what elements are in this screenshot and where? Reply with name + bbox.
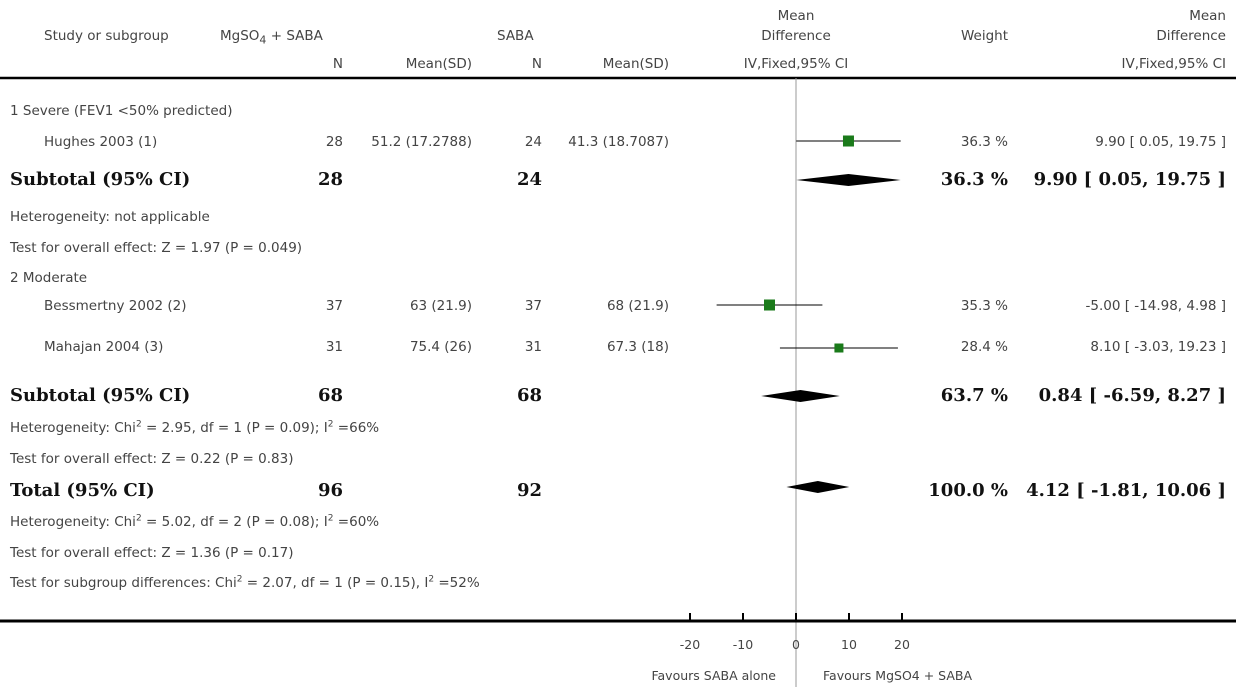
subgroup-title: 2 Moderate xyxy=(10,270,88,286)
header-n2: N xyxy=(531,56,542,72)
subtotal-n2: 24 xyxy=(516,169,542,190)
study-mean1: 75.4 (26) xyxy=(409,339,472,355)
het-mid: = 5.02, df = 2 (P = 0.08); I xyxy=(141,514,328,530)
study-ci: 8.10 [ -3.03, 19.23 ] xyxy=(1090,339,1226,355)
study-weight: 36.3 % xyxy=(960,134,1008,150)
study-point-marker xyxy=(842,135,854,147)
header-md2-mid: Difference xyxy=(1156,28,1226,44)
favours-right-label: Favours MgSO4 + SABA xyxy=(823,668,973,683)
study-mean2: 41.3 (18.7087) xyxy=(568,134,669,150)
header-group1-suffix: + SABA xyxy=(266,28,323,44)
het-sup: 2 xyxy=(327,419,334,430)
x-tick-label: -20 xyxy=(679,637,701,652)
het-sup: 2 xyxy=(135,513,142,524)
heterogeneity-text: Heterogeneity: Chi2 = 5.02, df = 2 (P = … xyxy=(10,514,379,530)
study-point-marker xyxy=(764,299,775,311)
study-n1: 37 xyxy=(325,298,343,314)
study-mean1: 51.2 (17.2788) xyxy=(371,134,472,150)
total-weight: 100.0 % xyxy=(928,480,1008,501)
study-ci: 9.90 [ 0.05, 19.75 ] xyxy=(1095,134,1226,150)
header-md-mid: Difference xyxy=(761,28,831,44)
subtotal-label: Subtotal (95% CI) xyxy=(10,385,191,406)
study-ci: -5.00 [ -14.98, 4.98 ] xyxy=(1085,298,1227,314)
header-md-top: Mean xyxy=(777,8,815,24)
heterogeneity-text: Heterogeneity: not applicable xyxy=(10,209,210,225)
sub-pre: Test for subgroup differences: Chi xyxy=(10,575,237,591)
study-point-marker xyxy=(834,343,844,353)
subtotal-ci: 9.90 [ 0.05, 19.75 ] xyxy=(1033,169,1226,190)
study-n1: 31 xyxy=(325,339,343,355)
subtotal-weight: 36.3 % xyxy=(940,169,1008,190)
study-mean2: 68 (21.9) xyxy=(606,298,669,314)
subtotal-ci: 0.84 [ -6.59, 8.27 ] xyxy=(1038,385,1226,406)
total-label: Total (95% CI) xyxy=(10,480,155,501)
study-n1: 28 xyxy=(325,134,343,150)
study-mean1: 63 (21.9) xyxy=(409,298,472,314)
total-n1: 96 xyxy=(317,480,343,501)
subgroup-differences-text: Test for subgroup differences: Chi2 = 2.… xyxy=(10,575,480,591)
het-pre: Heterogeneity: Chi xyxy=(10,514,136,530)
header-group1-sub: 4 xyxy=(259,33,267,47)
subtotal-n1: 68 xyxy=(317,385,343,406)
total-n2: 92 xyxy=(516,480,542,501)
total-ci: 4.12 [ -1.81, 10.06 ] xyxy=(1026,480,1226,501)
sub-sup: 2 xyxy=(236,574,243,585)
het-pre: Heterogeneity: Chi xyxy=(10,420,136,436)
x-tick-label: 20 xyxy=(894,637,910,652)
x-tick-label: -10 xyxy=(732,637,754,652)
x-tick-label: 0 xyxy=(792,637,800,652)
het-sup: 2 xyxy=(135,419,142,430)
header-mean1: Mean(SD) xyxy=(405,56,472,72)
het-sup: 2 xyxy=(327,513,334,524)
header-weight: Weight xyxy=(960,28,1008,44)
header-group1: MgSO4 + SABA xyxy=(220,28,323,47)
het-mid: = 2.95, df = 1 (P = 0.09); I xyxy=(141,420,328,436)
sub-mid: = 2.07, df = 1 (P = 0.15), I xyxy=(242,575,429,591)
summary-diamond xyxy=(786,481,850,493)
summary-diamond xyxy=(796,174,901,186)
study-name: Mahajan 2004 (3) xyxy=(44,339,164,355)
subgroup-title: 1 Severe (FEV1 <50% predicted) xyxy=(10,103,233,119)
study-name: Hughes 2003 (1) xyxy=(44,134,158,150)
subtotal-n1: 28 xyxy=(317,169,343,190)
study-weight: 28.4 % xyxy=(960,339,1008,355)
header-study: Study or subgroup xyxy=(44,28,169,44)
sub-sup: 2 xyxy=(428,574,435,585)
header-group1-label: MgSO xyxy=(220,28,260,44)
heterogeneity-text: Heterogeneity: Chi2 = 2.95, df = 1 (P = … xyxy=(10,420,379,436)
x-tick-label: 10 xyxy=(841,637,857,652)
study-weight: 35.3 % xyxy=(960,298,1008,314)
header-md2-method: IV,Fixed,95% CI xyxy=(1121,56,1227,72)
subtotal-n2: 68 xyxy=(516,385,542,406)
study-name: Bessmertny 2002 (2) xyxy=(44,298,187,314)
subtotal-label: Subtotal (95% CI) xyxy=(10,169,191,190)
header-md2-top: Mean xyxy=(1189,8,1226,24)
header-n1: N xyxy=(332,56,343,72)
overall-effect-text: Test for overall effect: Z = 1.36 (P = 0… xyxy=(10,545,294,561)
overall-effect-text: Test for overall effect: Z = 1.97 (P = 0… xyxy=(10,240,303,256)
het-post: =66% xyxy=(333,420,380,436)
study-n2: 24 xyxy=(524,134,542,150)
study-mean2: 67.3 (18) xyxy=(606,339,669,355)
header-mean2: Mean(SD) xyxy=(602,56,669,72)
header-md-method: IV,Fixed,95% CI xyxy=(743,56,849,72)
study-n2: 31 xyxy=(524,339,542,355)
subtotal-weight: 63.7 % xyxy=(940,385,1008,406)
sub-post: =52% xyxy=(434,575,480,591)
het-post: =60% xyxy=(333,514,380,530)
favours-left-label: Favours SABA alone xyxy=(651,668,776,683)
overall-effect-text: Test for overall effect: Z = 0.22 (P = 0… xyxy=(10,451,294,467)
header-group2: SABA xyxy=(497,28,534,44)
study-n2: 37 xyxy=(524,298,542,314)
summary-diamond xyxy=(761,390,840,402)
